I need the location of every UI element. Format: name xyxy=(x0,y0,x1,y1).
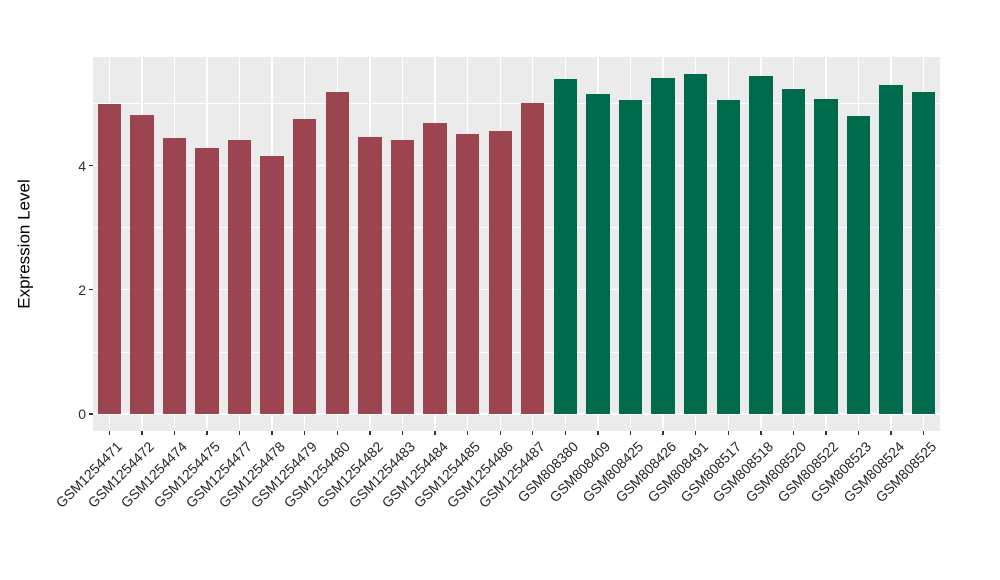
bar-GSM1254479 xyxy=(293,119,317,414)
bar-GSM1254472 xyxy=(130,115,154,414)
x-tick-mark xyxy=(304,431,306,435)
x-tick-mark xyxy=(662,431,664,435)
x-tick-mark xyxy=(271,431,273,435)
bar-GSM808380 xyxy=(553,78,578,414)
bar-GSM1254484 xyxy=(423,122,447,414)
gridline-minor-y3 xyxy=(93,227,940,229)
y-tick-mark xyxy=(89,413,93,415)
x-tick-mark xyxy=(760,431,762,435)
bar-GSM1254480 xyxy=(325,91,350,414)
x-tick-mark xyxy=(238,431,241,435)
y-axis-title: Expression Level xyxy=(15,179,34,309)
gridline-major-y4 xyxy=(93,164,940,167)
bar-GSM1254474 xyxy=(162,138,187,414)
bar-GSM1254475 xyxy=(195,148,219,414)
bar-GSM808520 xyxy=(781,89,806,414)
plot-panel xyxy=(93,57,940,431)
x-tick-mark xyxy=(336,431,339,435)
gridline-major-y2 xyxy=(93,289,940,291)
x-tick-mark xyxy=(694,431,697,435)
x-tick-mark xyxy=(857,431,860,435)
x-tick-mark xyxy=(629,431,632,435)
y-tick-mark xyxy=(89,164,93,167)
x-tick-mark xyxy=(466,431,469,435)
bar-GSM808409 xyxy=(586,93,610,414)
x-tick-mark xyxy=(792,431,795,435)
y-tick-label: 2 xyxy=(78,281,86,298)
x-tick-mark xyxy=(564,431,567,435)
x-tick-mark xyxy=(401,431,404,435)
gridline-minor-y5 xyxy=(93,103,940,104)
gridline-major-y0 xyxy=(93,413,940,415)
y-tick-mark xyxy=(89,289,93,291)
bar-GSM808518 xyxy=(749,76,773,414)
x-tick-mark xyxy=(499,431,501,435)
bar-GSM1254482 xyxy=(358,137,382,414)
x-tick-mark xyxy=(434,431,436,435)
y-tick-label: 0 xyxy=(78,406,86,422)
x-tick-mark xyxy=(369,431,371,435)
bar-GSM808522 xyxy=(814,99,838,414)
bar-GSM1254486 xyxy=(488,130,512,414)
x-tick-mark xyxy=(173,431,176,435)
bar-GSM808491 xyxy=(683,74,708,414)
x-tick-mark xyxy=(108,431,110,435)
x-tick-mark xyxy=(141,431,143,435)
bar-GSM808523 xyxy=(846,115,871,414)
bar-GSM1254477 xyxy=(227,140,252,414)
gridline-minor-y1 xyxy=(93,351,940,353)
y-axis-title-wrap: Expression Level xyxy=(8,57,42,431)
bar-GSM1254487 xyxy=(521,102,545,414)
x-tick-mark xyxy=(923,431,925,435)
x-tick-mark xyxy=(597,431,599,435)
bar-GSM808426 xyxy=(651,78,675,414)
bar-GSM808425 xyxy=(618,99,643,414)
bar-GSM1254483 xyxy=(390,139,415,414)
bar-GSM1254485 xyxy=(455,133,480,414)
x-tick-mark xyxy=(532,431,534,435)
bar-GSM808525 xyxy=(912,91,936,414)
bar-GSM808517 xyxy=(716,99,740,414)
bar-GSM808524 xyxy=(879,84,903,414)
x-tick-mark xyxy=(206,431,208,435)
x-tick-mark xyxy=(727,431,729,435)
bar-GSM1254471 xyxy=(97,104,121,414)
x-tick-mark xyxy=(890,431,892,435)
y-tick-label: 4 xyxy=(78,157,86,174)
x-tick-mark xyxy=(825,431,827,435)
bar-GSM1254478 xyxy=(260,156,284,414)
